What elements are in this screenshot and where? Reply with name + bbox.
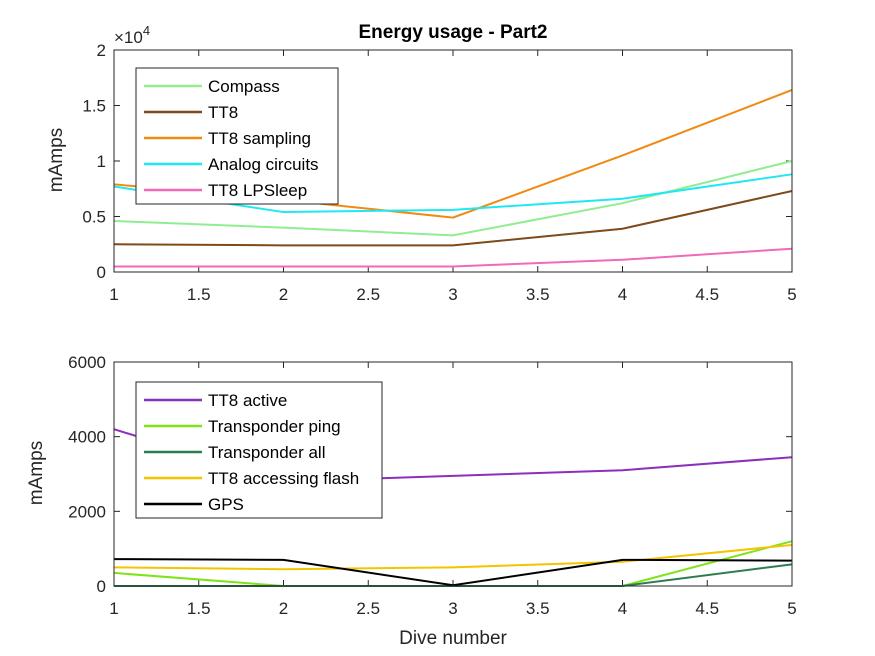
series-line: [114, 247, 793, 268]
x-tick-label: 2.5: [356, 285, 380, 304]
chart-top: Energy usage - Part2 ×104 mAmps 1 1.5 2 2.5…: [46, 22, 797, 304]
x-tick-label: 4.5: [695, 599, 719, 618]
x-tick-label: 3: [448, 285, 457, 304]
y-tick-label: 4000: [68, 428, 106, 447]
y-tick-label: 1.5: [82, 97, 106, 116]
axes-frame: [113, 361, 793, 587]
axes-frame: [113, 49, 793, 273]
x-tick-label: 2.5: [356, 599, 380, 618]
x-tick-label: 3.5: [526, 599, 550, 618]
series-line: [113, 558, 793, 587]
x-tick-label: 4: [618, 285, 627, 304]
y-tick-label: 0.5: [82, 208, 106, 227]
legend-label: GPS: [208, 495, 244, 514]
x-tick-label: 3.5: [526, 285, 550, 304]
axes-box: [113, 361, 793, 587]
x-axis-label: Dive number: [399, 628, 507, 649]
legend-box: [135, 67, 339, 205]
legend: TT8 active Transponder ping Transponder al…: [135, 381, 383, 519]
x-tick-label: 4.5: [695, 285, 719, 304]
series-line: [113, 543, 793, 571]
x-tick-label: 4: [618, 599, 627, 618]
legend-label: TT8 sampling: [208, 129, 311, 148]
legend-label: Transponder ping: [208, 417, 341, 436]
x-tick-label: 3: [448, 599, 457, 618]
x-tick-label: 1: [109, 285, 118, 304]
x-tick-label: 1: [109, 599, 118, 618]
y-tick-label: 6000: [68, 353, 106, 372]
x-tick-label: 2: [279, 599, 288, 618]
exponent-base: ×10: [114, 28, 143, 47]
series-line: [113, 160, 793, 237]
x-tick-label: 1.5: [187, 285, 211, 304]
axes-box: [113, 49, 793, 273]
y-tick-label: 1: [97, 152, 106, 171]
x-tick-label: 2: [279, 285, 288, 304]
legend-box: [135, 381, 383, 519]
legend-label: Analog circuits: [208, 155, 319, 174]
legend-label: TT8 LPSleep: [208, 181, 307, 200]
legend-label: Compass: [208, 77, 280, 96]
y-axis-label: mAmps: [26, 441, 47, 505]
y-axis-exponent: ×104: [114, 23, 150, 47]
legend-label: Transponder all: [208, 443, 326, 462]
x-tick-label: 1.5: [187, 599, 211, 618]
legend-label: TT8: [208, 103, 238, 122]
y-tick-label: 0: [97, 263, 106, 282]
chart-title: Energy usage - Part2: [358, 22, 547, 43]
chart-bottom: mAmps Dive number 1 1.5 2 2.5 3 3.5 4 4.5 5 0 2000…: [26, 353, 797, 649]
x-tick-label: 5: [787, 599, 796, 618]
y-axis-label: mAmps: [46, 128, 67, 192]
y-tick-label: 2: [97, 41, 106, 60]
y-tick-label: 0: [97, 577, 106, 596]
x-tick-label: 5: [787, 285, 796, 304]
y-tick-label: 2000: [68, 502, 106, 521]
legend-label: TT8 active: [208, 391, 287, 410]
legend: Compass TT8 TT8 sampling Analog circuits TT8…: [135, 67, 339, 205]
legend-label: TT8 accessing flash: [208, 469, 359, 488]
exponent-power: 4: [143, 23, 150, 38]
series-line: [113, 189, 793, 247]
